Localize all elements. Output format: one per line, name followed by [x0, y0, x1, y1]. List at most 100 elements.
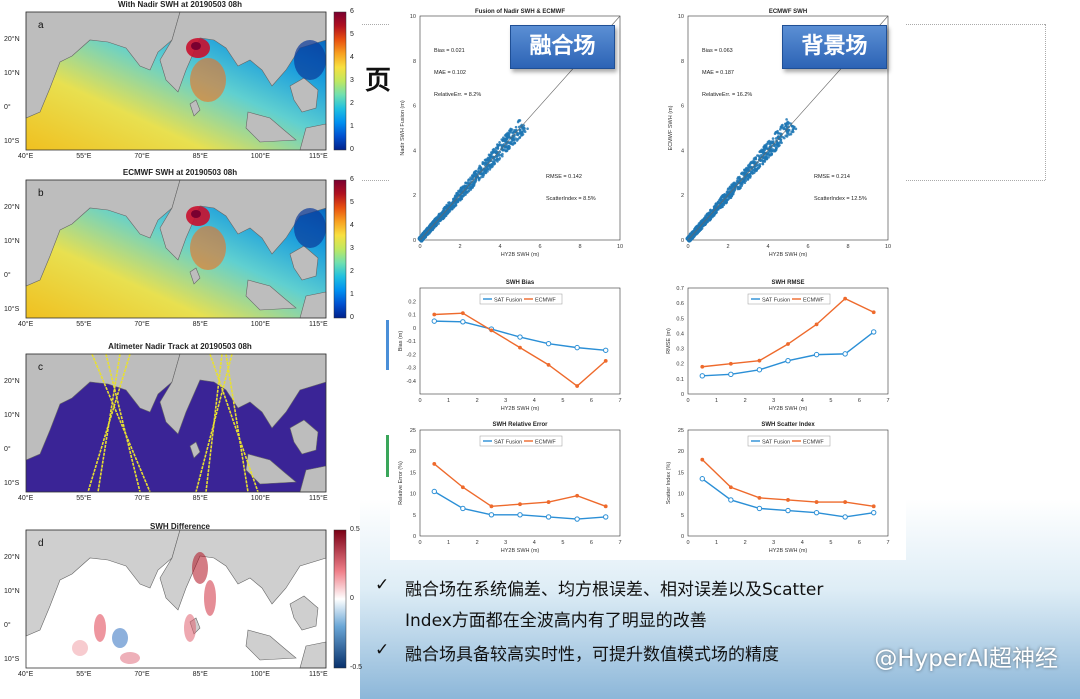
- scatter-point: [447, 201, 450, 205]
- comparison-figure-svg: Fusion of Nadir SWH & ECMWF HY2B SWH (m) N…: [398, 9, 891, 554]
- scatter-point: [505, 137, 509, 141]
- scatter-point: [724, 201, 728, 205]
- lat-tick: 10°N: [4, 412, 20, 419]
- scatter-point: [746, 170, 749, 173]
- scatter-point: [495, 157, 499, 161]
- scatter-point: [446, 210, 450, 214]
- scatter-point: [443, 213, 447, 216]
- scatter-point: [695, 232, 698, 235]
- scatter-xtick: 0: [686, 244, 689, 250]
- scatter-point: [518, 136, 522, 139]
- scatter-index-stat: ScatterIndex = 12.5%: [814, 196, 867, 202]
- scatter-point: [478, 176, 481, 180]
- line-chart-xlabel: HY2B SWH (m): [501, 406, 540, 412]
- mae-stat: MAE = 0.187: [702, 70, 734, 76]
- scatter-point: [480, 168, 484, 172]
- lon-tick: 100°E: [250, 321, 270, 328]
- scatter-point: [761, 162, 764, 165]
- lon-tick: 100°E: [250, 495, 270, 502]
- map-plot: [25, 179, 347, 319]
- line-chart-xtick: 1: [715, 398, 718, 404]
- scatter-point: [727, 192, 731, 195]
- lat-tick: 10°N: [4, 70, 20, 77]
- series-marker: [843, 296, 848, 301]
- scatter-point: [758, 162, 762, 166]
- scatter-title: Fusion of Nadir SWH & ECMWF: [475, 9, 565, 15]
- lat-tick: 20°N: [4, 204, 20, 211]
- map-letter: b: [38, 188, 44, 199]
- legend-ecmwf-label: ECMWF: [535, 298, 556, 304]
- scatter-point: [515, 128, 518, 132]
- map-plot: [25, 11, 347, 151]
- scatter-ytick: 4: [413, 148, 416, 154]
- line-chart-xtick: 2: [744, 398, 747, 404]
- series-marker: [786, 342, 790, 346]
- scatter-point: [492, 151, 495, 154]
- rmse-stat: RMSE = 0.142: [546, 174, 582, 180]
- scatter-point: [471, 184, 475, 188]
- line-chart-ytick: 0.1: [676, 377, 684, 383]
- scatter-point: [688, 238, 692, 242]
- scatter-point: [688, 233, 692, 236]
- line-chart-title: SWH RMSE: [772, 280, 805, 286]
- series-marker: [431, 318, 437, 324]
- scatter-point: [710, 215, 714, 218]
- scatter-point: [492, 147, 496, 151]
- series-marker: [728, 485, 733, 490]
- scatter-xtick: 6: [806, 244, 809, 250]
- scatter-xtick: 6: [538, 244, 541, 250]
- scatter-point: [488, 153, 492, 157]
- series-marker: [842, 351, 848, 357]
- scatter-point: [782, 126, 786, 129]
- line-chart-xtick: 5: [829, 398, 832, 404]
- bias-stat: Bias = 0.063: [702, 48, 733, 54]
- scatter-point: [785, 118, 788, 121]
- scatter-ytick: 2: [413, 193, 416, 199]
- series-marker: [603, 514, 609, 520]
- lat-tick: 10°S: [4, 138, 20, 145]
- line-chart-xtick: 3: [772, 398, 775, 404]
- scatter-xtick: 8: [846, 244, 849, 250]
- series-marker: [814, 500, 819, 504]
- lon-tick: 100°E: [250, 671, 270, 678]
- guide-line: [362, 180, 403, 181]
- line-chart-ytick: 0.1: [408, 313, 416, 319]
- scatter-point: [718, 205, 722, 208]
- scatter-point: [774, 148, 778, 151]
- series-marker: [814, 322, 819, 327]
- scatter-point: [755, 168, 759, 171]
- series-marker: [871, 504, 876, 509]
- lat-tick: 10°N: [4, 238, 20, 245]
- colorbar-tick: -0.5: [350, 664, 363, 671]
- scatter-point: [490, 165, 493, 169]
- scatter-point: [770, 153, 773, 156]
- line-chart-xtick: 3: [504, 540, 507, 546]
- scatter-point: [698, 229, 702, 232]
- line-chart-xtick: 4: [801, 398, 804, 404]
- guide-line: [1045, 24, 1046, 180]
- scatter-point: [455, 199, 459, 202]
- line-chart-ytick: 10: [678, 492, 684, 498]
- scatter-point: [728, 186, 732, 189]
- scatter-ytick: 6: [681, 104, 684, 110]
- scatter-point: [494, 146, 498, 150]
- legend-ecmwf-label: ECMWF: [535, 440, 556, 446]
- lon-tick: 40°E: [18, 153, 34, 160]
- scatter-point: [745, 166, 748, 170]
- background-field-badge: 背景场: [782, 25, 887, 69]
- rmse-stat: RMSE = 0.214: [814, 174, 850, 180]
- lon-tick: 85°E: [192, 671, 208, 678]
- line-chart-title: SWH Bias: [506, 280, 535, 286]
- map-letter: d: [38, 538, 44, 549]
- scatter-point: [458, 197, 461, 201]
- colorbar-tick: 6: [350, 176, 354, 183]
- scatter-point: [490, 159, 493, 163]
- scatter-point: [520, 133, 524, 137]
- line-chart-xtick: 2: [744, 540, 747, 546]
- map-letter: a: [38, 20, 44, 31]
- lat-tick: 10°S: [4, 480, 20, 487]
- series-marker: [575, 384, 580, 388]
- legend-box: [747, 293, 831, 305]
- scatter-point: [763, 158, 767, 162]
- scatter-point: [733, 185, 737, 188]
